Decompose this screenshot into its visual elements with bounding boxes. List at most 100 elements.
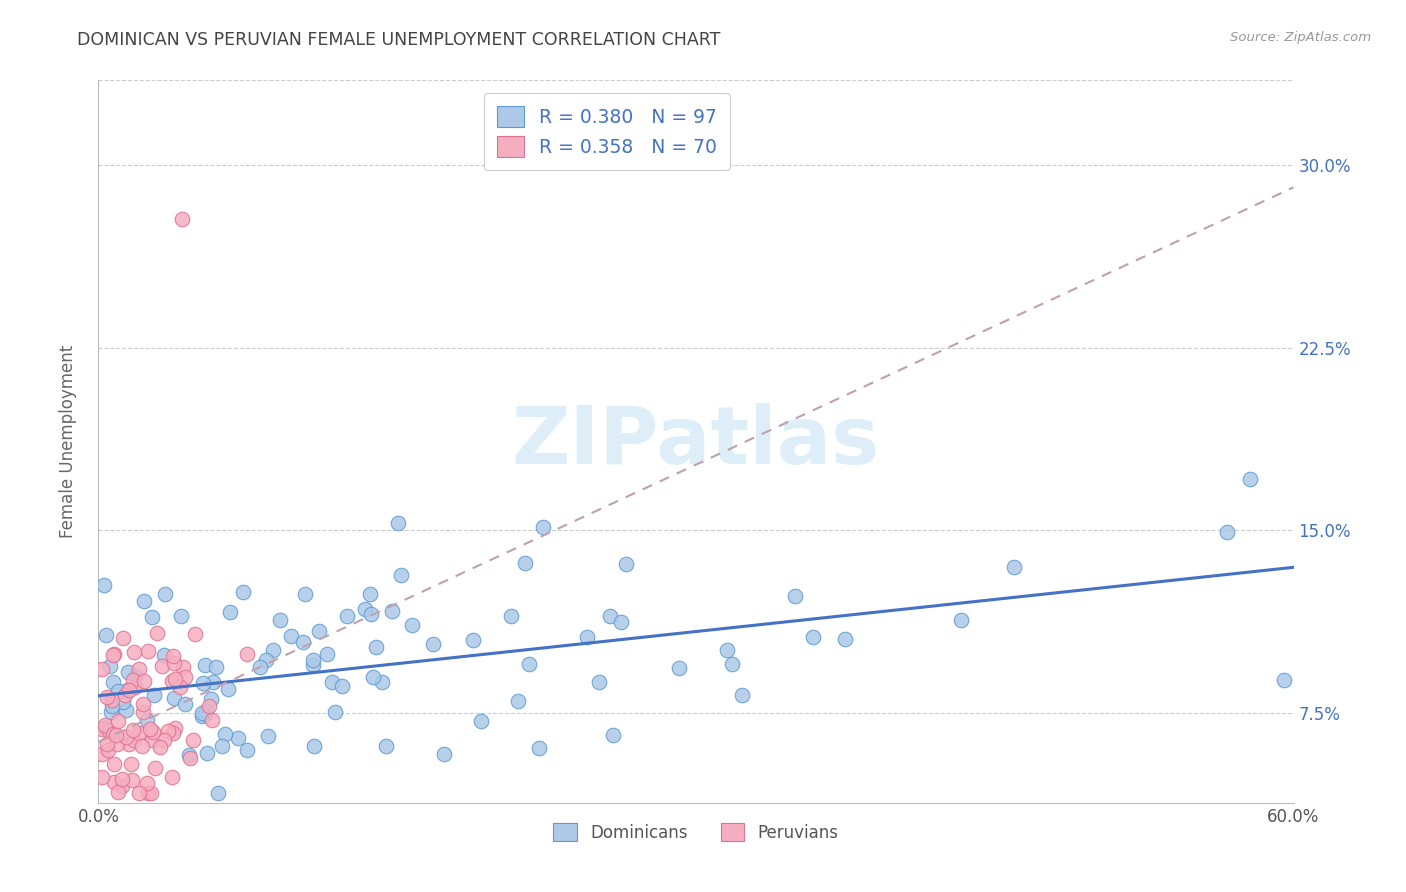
Point bbox=[515, 556, 537, 570]
Point bbox=[361, 670, 384, 684]
Point bbox=[461, 633, 484, 648]
Point bbox=[131, 705, 153, 719]
Point bbox=[599, 609, 621, 624]
Point bbox=[143, 761, 166, 775]
Point bbox=[103, 757, 125, 772]
Point bbox=[191, 706, 214, 720]
Point bbox=[139, 786, 162, 800]
Point bbox=[174, 670, 197, 684]
Point bbox=[115, 682, 138, 697]
Point bbox=[202, 675, 225, 690]
Point bbox=[501, 608, 523, 623]
Point bbox=[576, 630, 599, 644]
Point bbox=[163, 690, 186, 705]
Point bbox=[93, 721, 115, 735]
Point bbox=[117, 665, 139, 679]
Point bbox=[360, 607, 382, 621]
Point bbox=[162, 726, 184, 740]
Point bbox=[124, 681, 146, 695]
Point bbox=[374, 739, 396, 754]
Point bbox=[219, 605, 242, 619]
Point bbox=[107, 785, 129, 799]
Point bbox=[190, 709, 212, 723]
Point bbox=[720, 657, 742, 672]
Point bbox=[122, 732, 145, 747]
Point bbox=[517, 657, 540, 672]
Point bbox=[146, 625, 169, 640]
Point bbox=[193, 676, 215, 690]
Point bbox=[172, 211, 194, 226]
Point bbox=[381, 604, 404, 618]
Point bbox=[100, 698, 122, 713]
Point bbox=[165, 672, 187, 686]
Point bbox=[194, 706, 217, 721]
Point bbox=[93, 578, 115, 592]
Point bbox=[308, 624, 330, 639]
Point bbox=[121, 673, 143, 688]
Point bbox=[142, 725, 165, 739]
Point bbox=[207, 786, 229, 800]
Point bbox=[783, 589, 806, 603]
Point bbox=[91, 722, 114, 736]
Point bbox=[803, 630, 825, 644]
Point bbox=[422, 637, 444, 651]
Point bbox=[302, 657, 325, 672]
Point bbox=[163, 721, 186, 735]
Point bbox=[236, 647, 259, 661]
Point bbox=[588, 675, 610, 690]
Point bbox=[91, 747, 114, 761]
Point bbox=[107, 714, 129, 728]
Point bbox=[132, 674, 155, 689]
Point bbox=[354, 602, 377, 616]
Point bbox=[531, 520, 554, 534]
Point bbox=[141, 733, 163, 747]
Point bbox=[280, 630, 302, 644]
Point bbox=[336, 609, 359, 624]
Point bbox=[172, 659, 194, 673]
Point bbox=[136, 644, 159, 658]
Point bbox=[387, 516, 409, 531]
Point bbox=[160, 674, 183, 689]
Point bbox=[201, 713, 224, 727]
Point bbox=[302, 739, 325, 753]
Point bbox=[150, 659, 173, 673]
Point bbox=[170, 609, 193, 624]
Text: Source: ZipAtlas.com: Source: ZipAtlas.com bbox=[1230, 31, 1371, 45]
Point bbox=[1215, 524, 1237, 539]
Point bbox=[194, 657, 217, 672]
Point bbox=[195, 747, 218, 761]
Point bbox=[249, 660, 271, 674]
Point bbox=[118, 738, 141, 752]
Point bbox=[124, 644, 146, 658]
Point bbox=[96, 690, 118, 704]
Point bbox=[128, 662, 150, 676]
Point bbox=[330, 679, 353, 693]
Point bbox=[131, 739, 153, 753]
Point bbox=[294, 587, 316, 601]
Point bbox=[136, 713, 159, 727]
Point bbox=[716, 643, 738, 657]
Point bbox=[111, 772, 134, 786]
Point bbox=[96, 738, 118, 752]
Point bbox=[184, 627, 207, 641]
Point bbox=[107, 683, 129, 698]
Point bbox=[1004, 560, 1026, 574]
Point bbox=[195, 704, 218, 718]
Point bbox=[124, 669, 146, 683]
Point bbox=[128, 786, 150, 800]
Point bbox=[211, 739, 233, 753]
Legend: Dominicans, Peruvians: Dominicans, Peruvians bbox=[547, 817, 845, 848]
Point bbox=[91, 771, 114, 785]
Point bbox=[321, 674, 343, 689]
Point bbox=[141, 610, 163, 624]
Point bbox=[325, 705, 347, 719]
Point bbox=[302, 653, 325, 667]
Point bbox=[181, 733, 204, 747]
Point bbox=[97, 743, 120, 757]
Point bbox=[162, 649, 184, 664]
Point bbox=[153, 733, 176, 747]
Point bbox=[104, 728, 127, 742]
Point bbox=[105, 737, 128, 751]
Point bbox=[114, 688, 136, 702]
Point bbox=[122, 723, 145, 737]
